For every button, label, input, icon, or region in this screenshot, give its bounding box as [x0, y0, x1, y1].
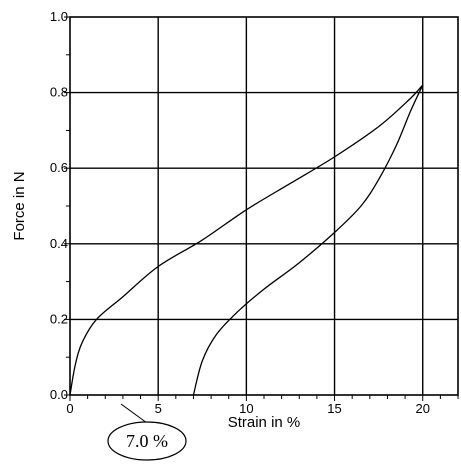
unloading-curve	[192, 84, 424, 396]
y-tick-label: 0.8	[50, 85, 68, 100]
y-tick-label: 1.0	[50, 9, 68, 24]
grid	[70, 17, 458, 395]
loading-curve	[69, 84, 424, 396]
x-tick-label: 10	[239, 401, 253, 416]
callout-ellipse	[107, 421, 187, 461]
tick-labels: 0 5 10 15 20 0.0 0.2 0.4 0.6 0.8 1.0	[50, 9, 430, 416]
y-tick-label: 0.6	[50, 160, 68, 175]
axis-ticks	[64, 16, 459, 401]
callout-label: 7.0 %	[126, 431, 168, 451]
callout-annotation: 7.0 %	[107, 403, 187, 461]
y-tick-label: 0.4	[50, 236, 68, 251]
callout-leader-line	[120, 403, 148, 424]
plot-frame	[69, 16, 459, 396]
y-tick-label: 0.0	[50, 387, 68, 402]
x-tick-label: 20	[415, 401, 429, 416]
y-axis-label: Force in N	[11, 171, 28, 240]
x-tick-label: 15	[327, 401, 341, 416]
y-tick-label: 0.2	[50, 311, 68, 326]
x-axis-label: Strain in %	[228, 414, 301, 431]
series-group	[69, 84, 424, 396]
x-tick-label: 5	[155, 401, 162, 416]
x-tick-label: 0	[66, 401, 73, 416]
